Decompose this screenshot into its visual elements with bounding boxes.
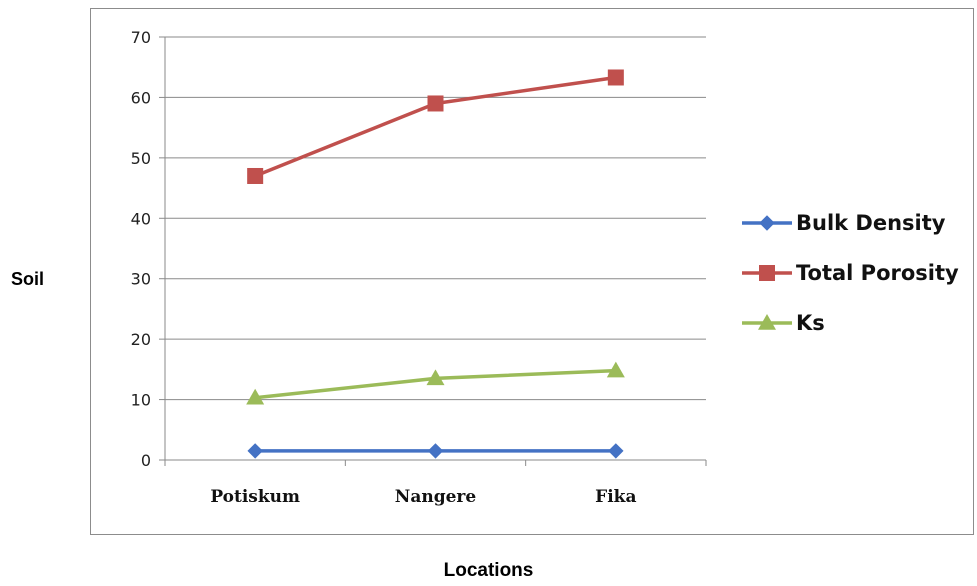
y-tick-label: 20 (131, 330, 151, 349)
y-tick-label: 30 (131, 270, 151, 289)
data-point (246, 388, 265, 405)
x-axis-label: Locations (443, 560, 534, 581)
x-tick-label: Nangere (395, 487, 477, 507)
legend-marker (759, 265, 775, 281)
y-tick-label: 0 (141, 451, 151, 470)
data-point (247, 167, 264, 184)
x-tick-label: Fika (595, 487, 636, 507)
legend-marker (758, 314, 776, 330)
x-tick-label: Potiskum (210, 487, 300, 507)
data-point (607, 69, 624, 86)
y-tick-label: 40 (131, 209, 151, 228)
data-point (427, 443, 444, 459)
legend-label: Bulk Density (796, 211, 946, 235)
data-point (247, 443, 263, 459)
data-point (608, 443, 624, 459)
data-point (606, 361, 625, 378)
y-tick-label: 70 (131, 28, 151, 47)
chart-frame (90, 8, 974, 535)
data-point (426, 369, 445, 386)
y-tick-label: 10 (131, 391, 151, 410)
y-axis-label: Soil (11, 269, 45, 289)
data-point (427, 95, 444, 112)
y-tick-label: 60 (131, 88, 151, 107)
legend-label: Total Porosity (796, 261, 959, 285)
series-line (254, 75, 617, 178)
legend-label: Ks (796, 311, 825, 335)
y-tick-label: 50 (131, 149, 151, 168)
legend-marker (759, 215, 775, 231)
